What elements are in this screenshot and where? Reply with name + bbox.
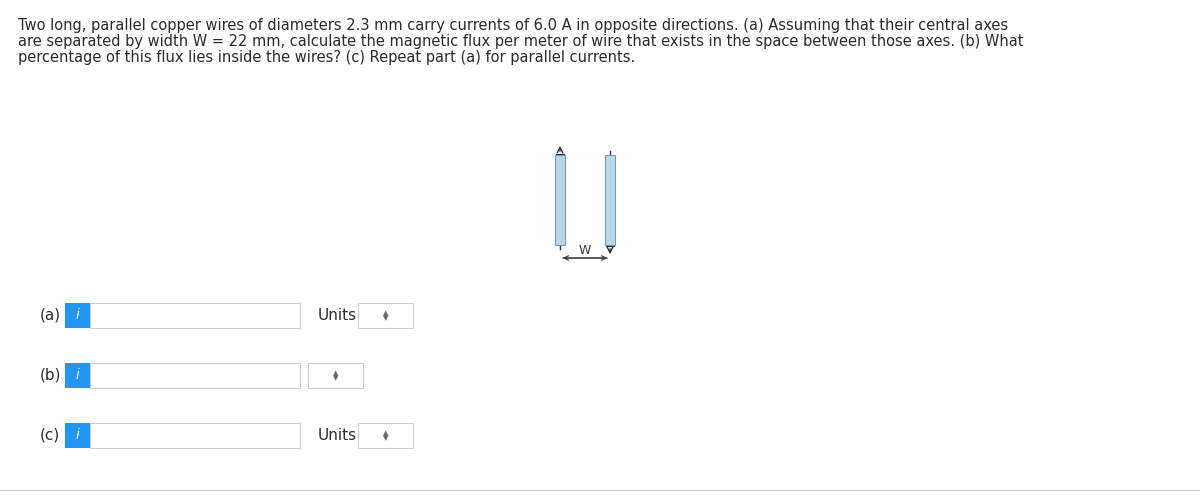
Text: Units: Units: [318, 428, 358, 443]
Text: (a): (a): [40, 307, 61, 322]
Text: ▼: ▼: [383, 315, 388, 321]
Bar: [65, 302, 90, 327]
Text: ▲: ▲: [332, 370, 338, 376]
Text: i: i: [76, 368, 79, 382]
Bar: [358, 423, 413, 448]
Text: percentage of this flux lies inside the wires? (c) Repeat part (a) for parallel : percentage of this flux lies inside the …: [18, 50, 635, 65]
Text: (b): (b): [40, 368, 61, 382]
Bar: [554, 155, 565, 245]
Text: ▲: ▲: [383, 310, 388, 316]
Text: i: i: [76, 308, 79, 322]
Bar: [90, 363, 300, 387]
Bar: [308, 363, 364, 387]
Bar: [358, 302, 413, 327]
Text: ▼: ▼: [383, 435, 388, 441]
Text: i: i: [76, 428, 79, 442]
Bar: [90, 423, 300, 448]
Text: are separated by width W = 22 mm, calculate the magnetic flux per meter of wire : are separated by width W = 22 mm, calcul…: [18, 34, 1024, 49]
Text: Units: Units: [318, 307, 358, 322]
Text: ▼: ▼: [332, 375, 338, 381]
Bar: [65, 423, 90, 448]
Text: ▲: ▲: [383, 430, 388, 436]
Text: W: W: [578, 244, 592, 257]
Text: (c): (c): [40, 428, 60, 443]
Bar: [90, 302, 300, 327]
Text: Two long, parallel copper wires of diameters 2.3 mm carry currents of 6.0 A in o: Two long, parallel copper wires of diame…: [18, 18, 1008, 33]
Bar: [65, 363, 90, 387]
Bar: [605, 155, 616, 245]
